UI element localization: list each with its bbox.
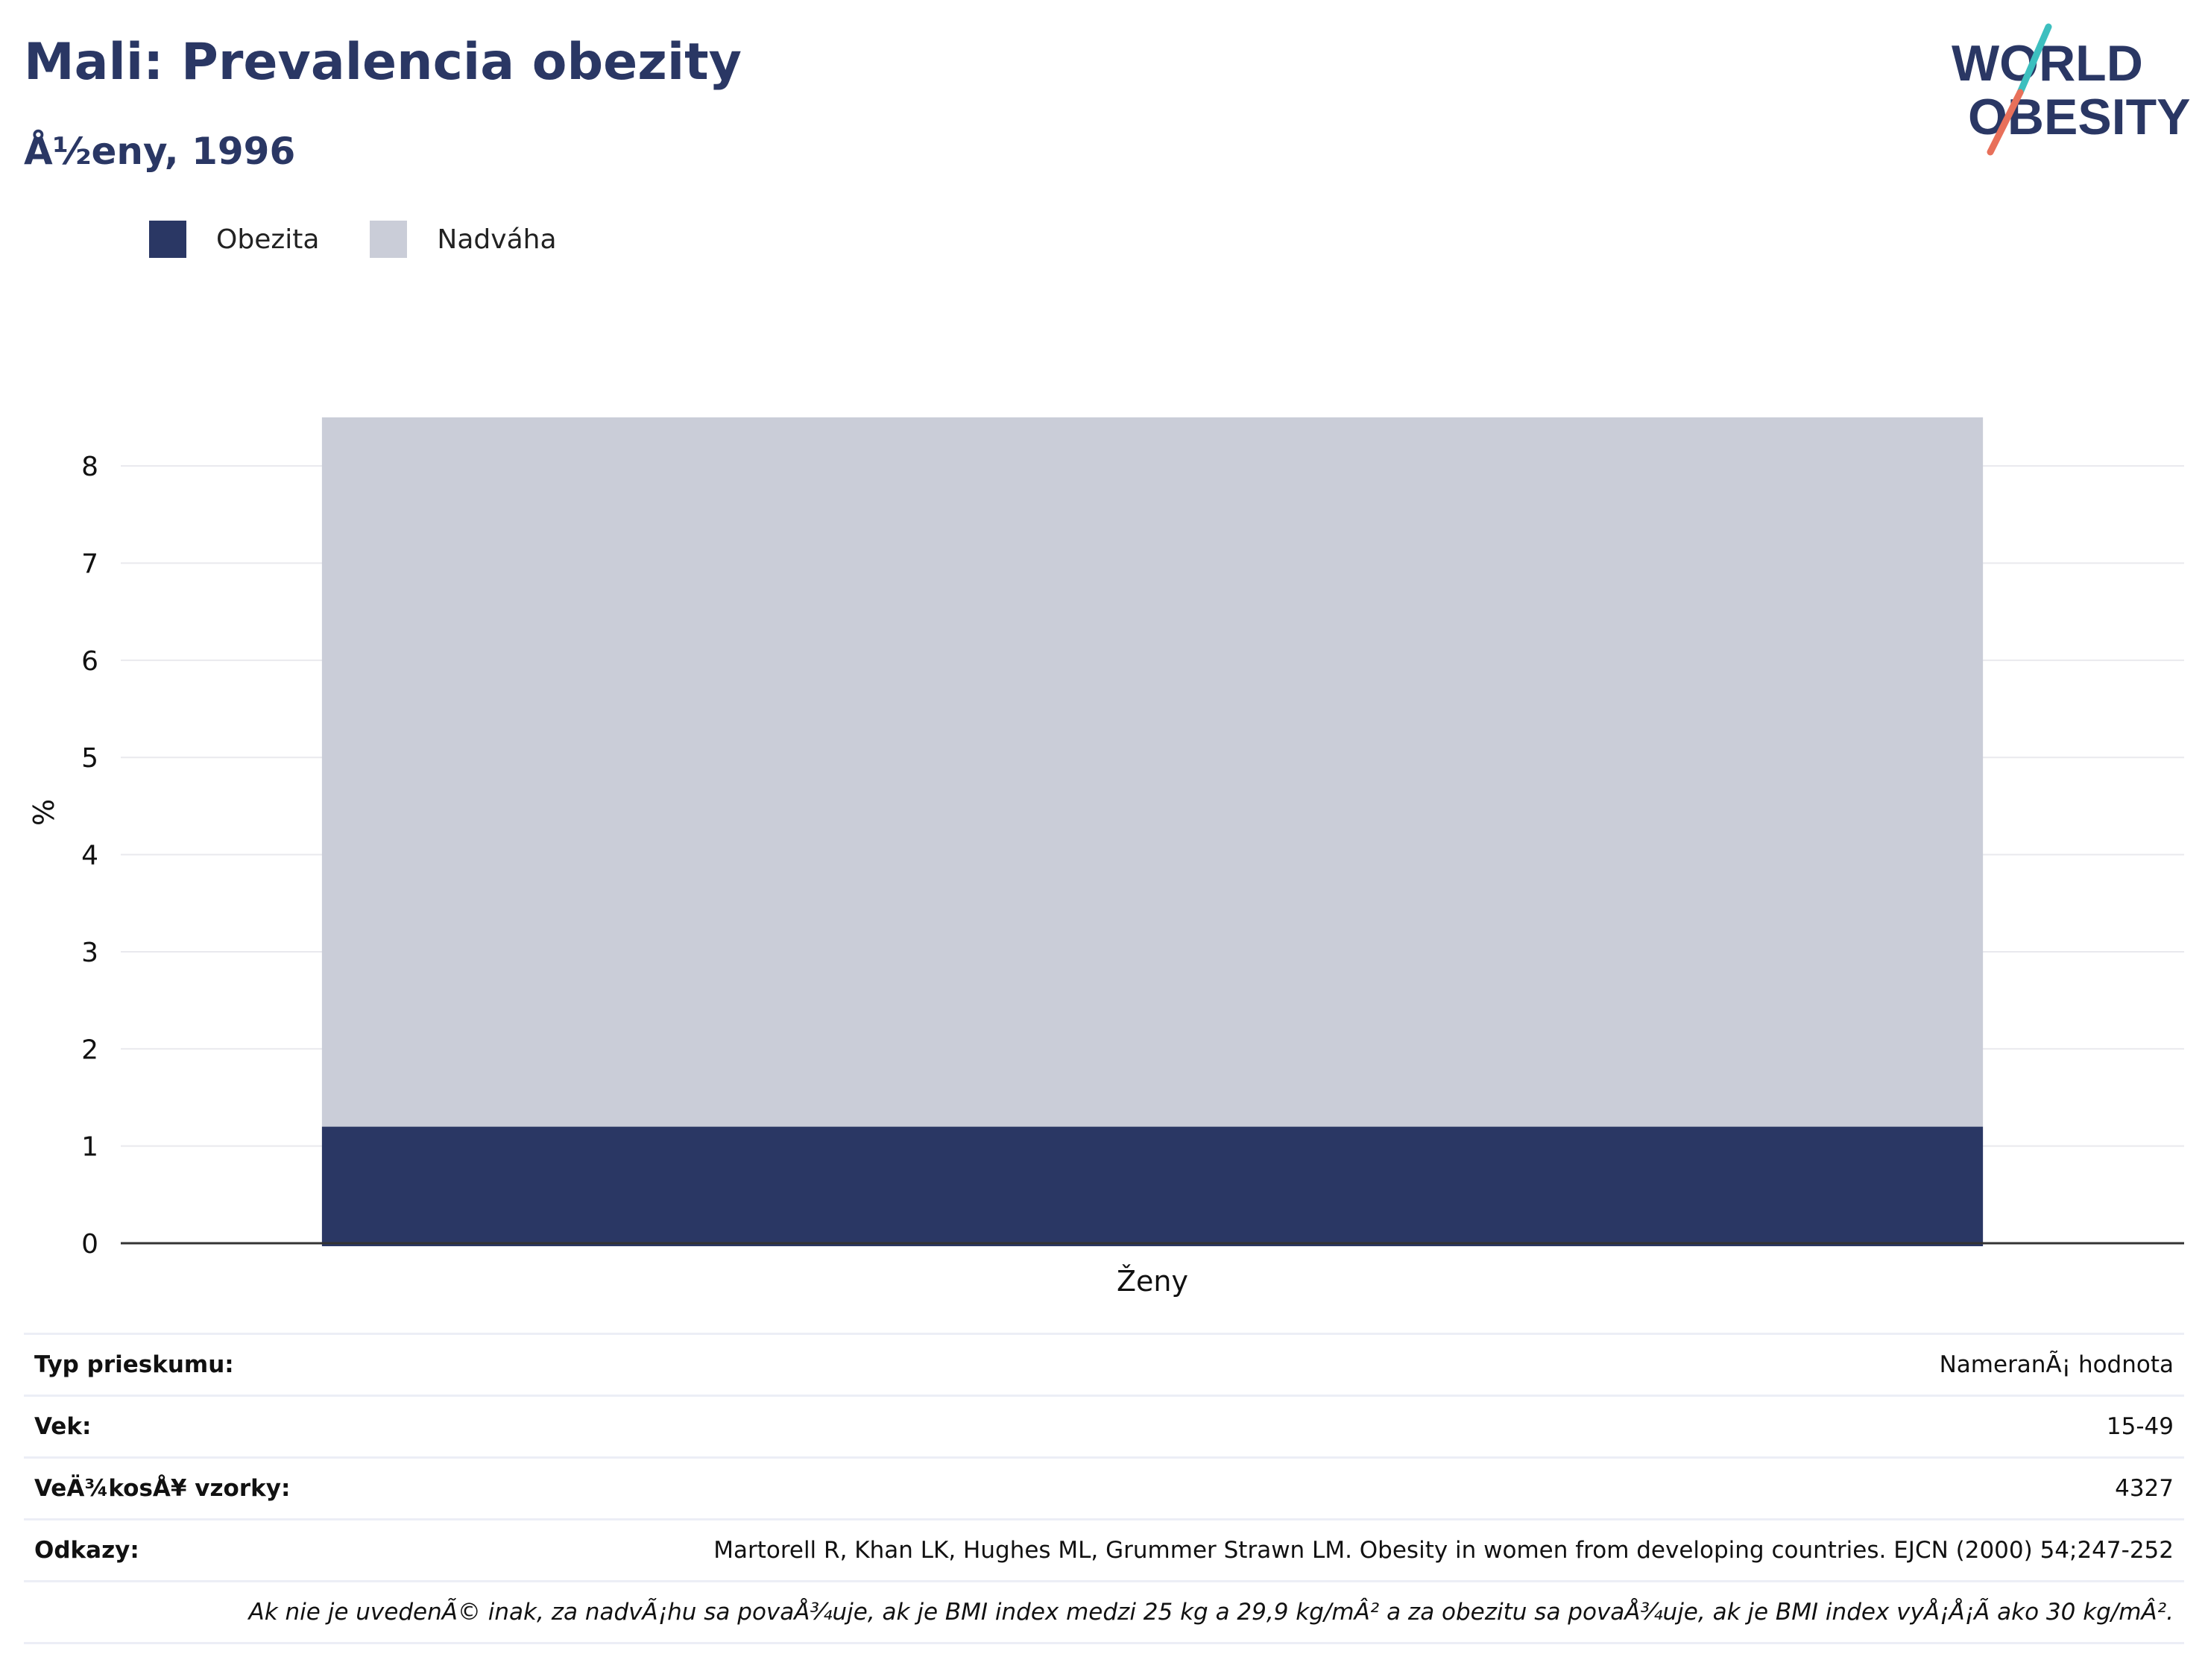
y-tick-label: 7 xyxy=(81,549,98,580)
y-tick-label: 0 xyxy=(81,1229,98,1260)
page-subtitle: Å½eny, 1996 xyxy=(24,130,296,173)
info-value-sample-size: 4327 xyxy=(2115,1475,2174,1502)
table-row: VeÄ¾kosÅ¥ vzorky: 4327 xyxy=(24,1457,2184,1520)
legend-item-nadvaha[interactable]: Nadváha xyxy=(370,221,557,258)
bars xyxy=(321,417,1984,1246)
y-tick-label: 2 xyxy=(81,1035,98,1065)
bar-chart: 0 1 2 3 4 5 6 7 8 Ženy % xyxy=(28,417,2184,1298)
info-key-survey-type: Typ prieskumu: xyxy=(34,1351,234,1378)
y-tick-label: 1 xyxy=(81,1132,98,1163)
logo-slash-bottom xyxy=(1987,89,2024,156)
table-row: Odkazy: Martorell R, Khan LK, Hughes ML,… xyxy=(24,1519,2184,1582)
chart-legend: Obezita Nadváha xyxy=(149,221,608,258)
x-tick-label: Ženy xyxy=(1117,1265,1188,1298)
logo-slash-top xyxy=(2016,23,2052,96)
table-row: Ak nie je uvedenÃ© inak, za nadvÃ¡hu sa … xyxy=(24,1581,2184,1643)
legend-item-obezita[interactable]: Obezita xyxy=(149,221,319,258)
y-tick-label: 4 xyxy=(81,841,98,871)
info-key-references: Odkazy: xyxy=(34,1537,139,1564)
axes: 0 1 2 3 4 5 6 7 8 Ženy xyxy=(81,452,2184,1298)
info-value-references: Martorell R, Khan LK, Hughes ML, Grummer… xyxy=(713,1537,2174,1564)
bar-nadv-ha[interactable] xyxy=(321,417,1984,1127)
legend-swatch-obezita xyxy=(149,221,186,258)
legend-swatch-nadvaha xyxy=(370,221,408,258)
table-row: Vek: 15-49 xyxy=(24,1395,2184,1458)
info-value-age: 15-49 xyxy=(2106,1413,2174,1440)
y-tick-label: 8 xyxy=(81,452,98,482)
info-value-survey-type: NameranÃ¡ hodnota xyxy=(1939,1351,2174,1378)
world-obesity-logo: WORLD OBESITY xyxy=(1952,23,2191,156)
info-key-age: Vek: xyxy=(34,1413,92,1440)
y-tick-label: 3 xyxy=(81,938,98,968)
page-title: Mali: Prevalencia obezity xyxy=(24,33,742,92)
legend-label-obezita: Obezita xyxy=(216,224,320,255)
y-axis-label: % xyxy=(28,799,60,826)
y-tick-label: 6 xyxy=(81,646,98,677)
logo-line-1: WORLD xyxy=(1952,35,2143,92)
y-tick-label: 5 xyxy=(81,743,98,774)
legend-label-nadvaha: Nadváha xyxy=(437,224,557,255)
survey-info-table: Typ prieskumu: NameranÃ¡ hodnota Vek: 15… xyxy=(24,1333,2184,1644)
table-row: Typ prieskumu: NameranÃ¡ hodnota xyxy=(24,1333,2184,1396)
bar-obezita[interactable] xyxy=(321,1126,1984,1246)
info-key-sample-size: VeÄ¾kosÅ¥ vzorky: xyxy=(34,1475,291,1502)
footnote: Ak nie je uvedenÃ© inak, za nadvÃ¡hu sa … xyxy=(248,1599,2174,1626)
